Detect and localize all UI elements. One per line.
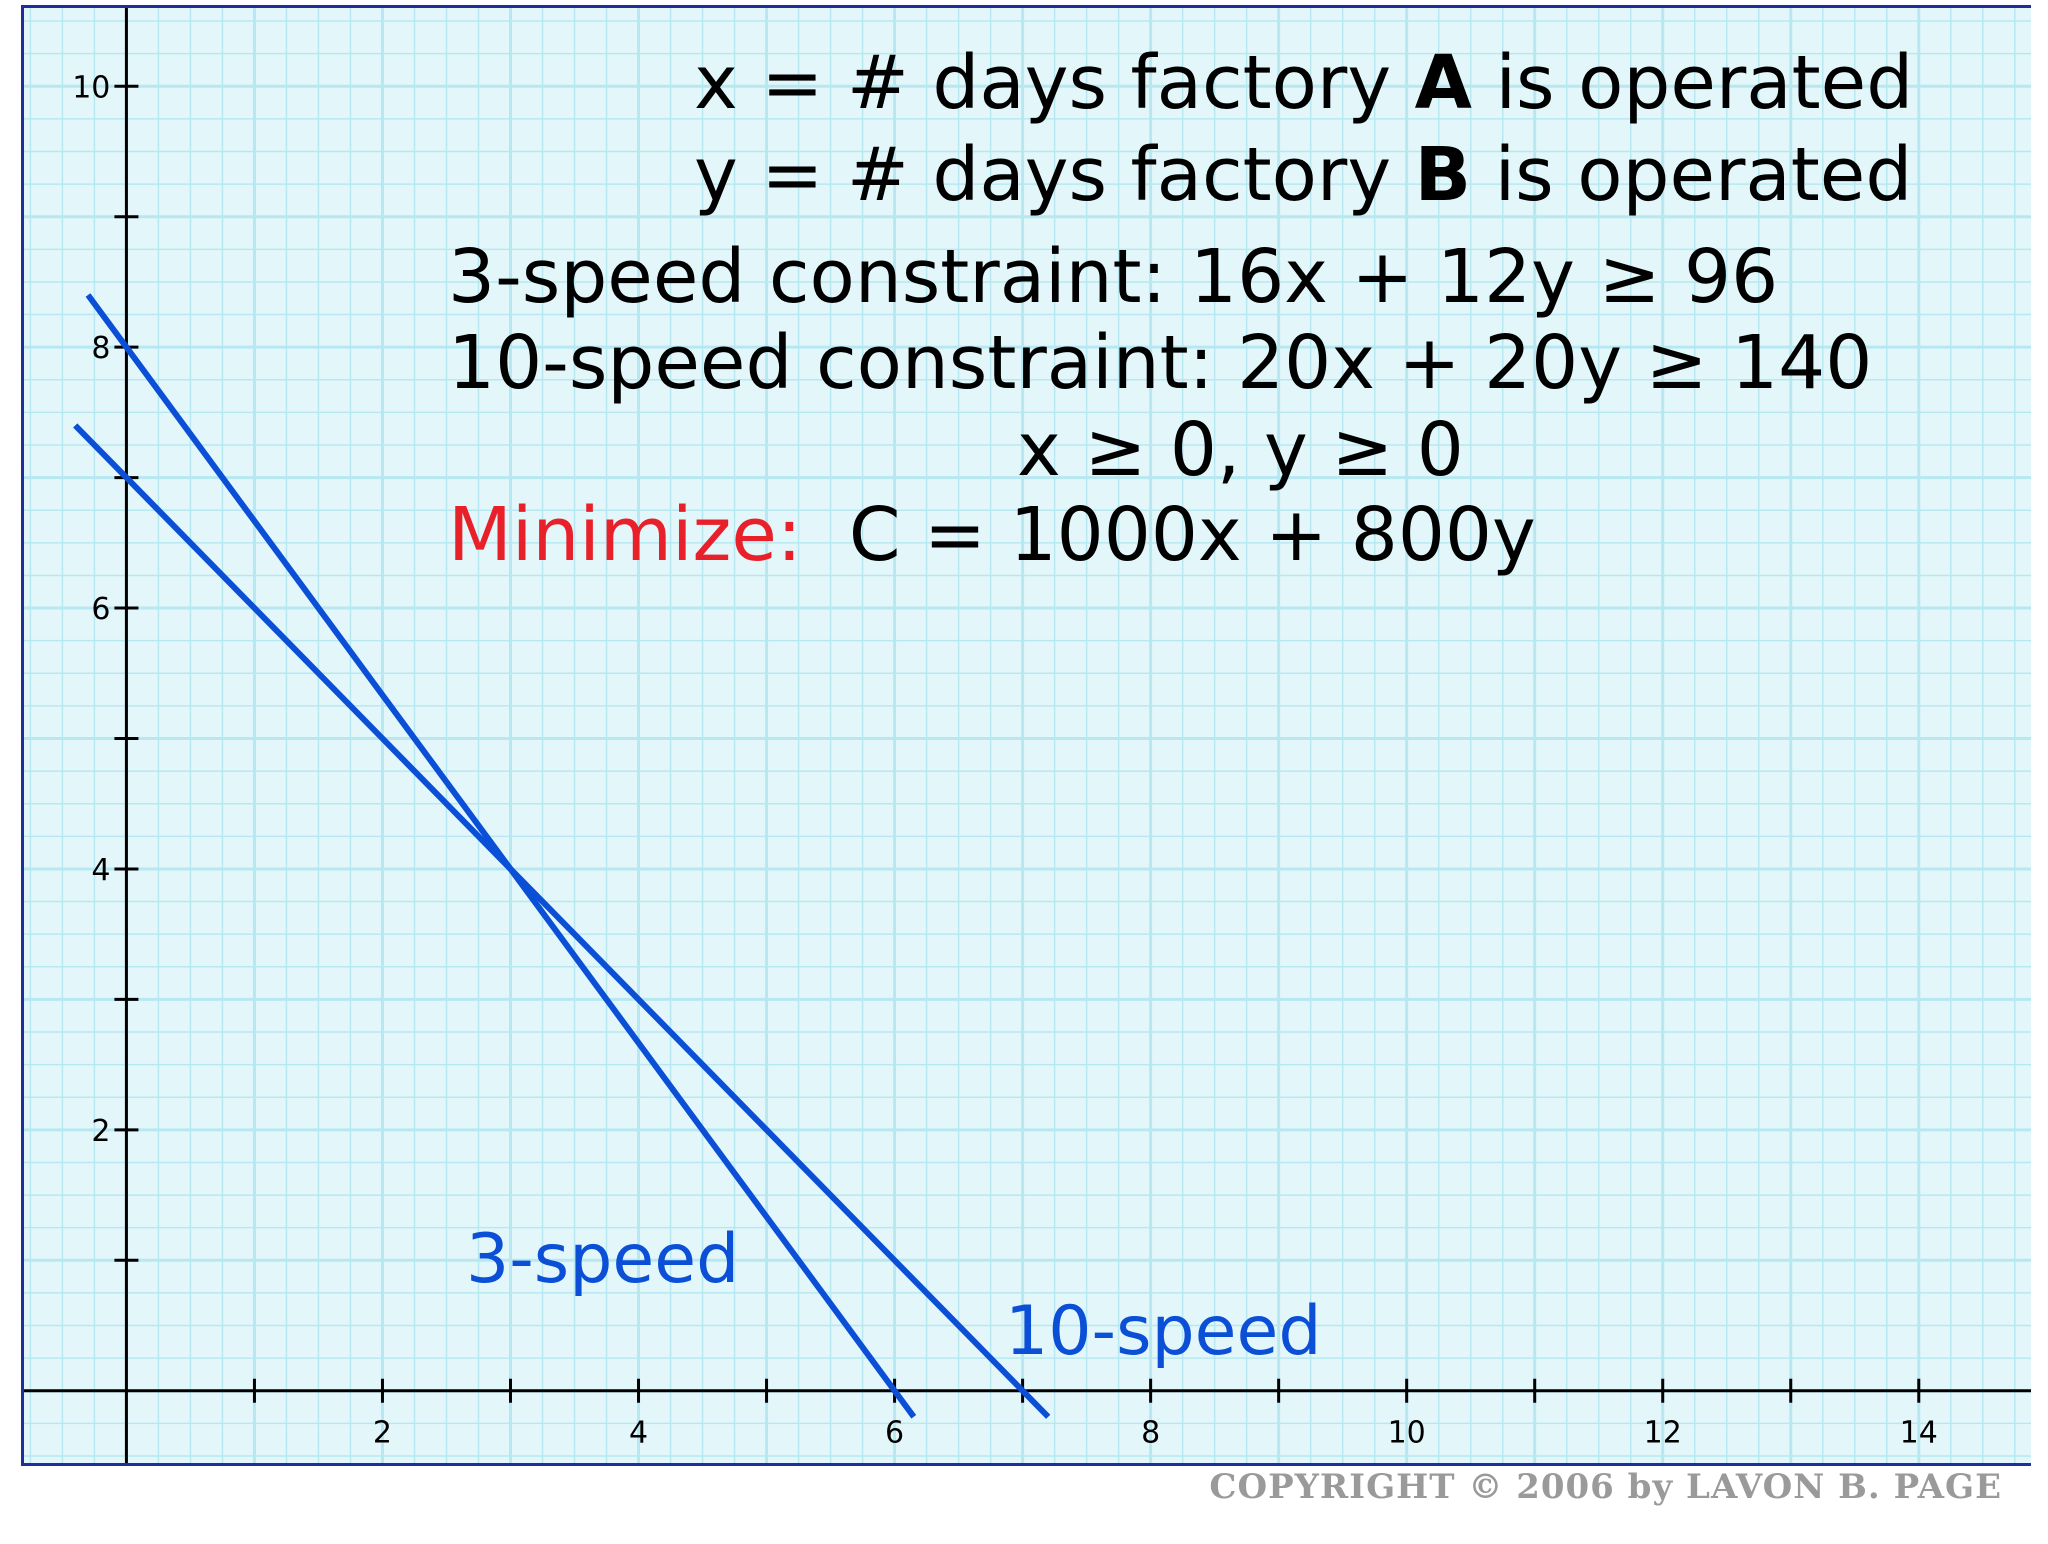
series-label-3-speed: 3-speed [466, 1220, 740, 1299]
y-definition: y = # days factory B is operated [694, 138, 1912, 212]
series-line-10-speed [73, 423, 1051, 1419]
y-definition-factory: B [1414, 132, 1472, 218]
x-tick-label: 10 [1388, 1416, 1426, 1451]
y-tick-label: 2 [91, 1114, 110, 1149]
series-lines [73, 293, 1051, 1419]
x-tick-label: 12 [1644, 1416, 1682, 1451]
x-definition-prefix: x = # days factory [694, 40, 1415, 126]
x-definition-suffix: is operated [1471, 40, 1914, 126]
series-label-10-speed: 10-speed [1005, 1292, 1322, 1371]
chart-svg: 2 4 6 8 10 12 14 2 4 6 8 10 [24, 8, 2031, 1463]
x-tick-label: 4 [629, 1416, 648, 1451]
x-tick-label: 2 [373, 1416, 392, 1451]
y-tick-label: 6 [91, 592, 110, 627]
tick-labels: 2 4 6 8 10 12 14 2 4 6 8 10 [72, 70, 1938, 1450]
y-tick-label: 10 [72, 70, 110, 105]
objective: Minimize: C = 1000x + 800y [448, 498, 1536, 572]
grid [24, 8, 2031, 1463]
objective-expression: C = 1000x + 800y [848, 492, 1536, 578]
y-definition-suffix: is operated [1471, 132, 1913, 218]
objective-label: Minimize: [448, 492, 802, 578]
x-tick-label: 6 [885, 1416, 904, 1451]
y-definition-prefix: y = # days factory [694, 132, 1415, 218]
x-tick-label: 14 [1900, 1416, 1938, 1451]
ten-speed-constraint: 10-speed constraint: 20x + 20y ≥ 140 [448, 320, 1873, 406]
chart-frame: 2 4 6 8 10 12 14 2 4 6 8 10 x = # days factory A is… [21, 5, 2031, 1466]
three-speed-constraint: 3-speed constraint: 16x + 12y ≥ 96 [448, 234, 1779, 320]
copyright-notice: COPYRIGHT © 2006 by LAVON B. PAGE [1209, 1467, 2002, 1507]
x-tick-label: 8 [1141, 1416, 1160, 1451]
nonnegativity-constraint: x ≥ 0, y ≥ 0 [1017, 407, 1464, 493]
x-definition: x = # days factory A is operated [694, 46, 1913, 120]
x-definition-factory: A [1414, 40, 1472, 126]
y-tick-label: 8 [91, 331, 110, 366]
y-tick-label: 4 [91, 853, 110, 888]
